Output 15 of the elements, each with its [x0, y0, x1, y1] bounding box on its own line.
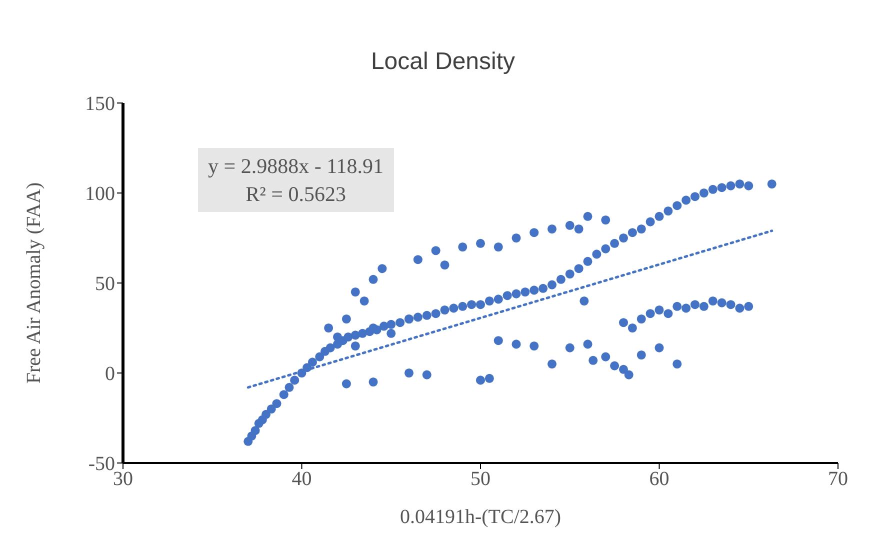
y-tick-label: 50 — [95, 273, 115, 296]
y-tick-label: -50 — [88, 453, 115, 476]
x-tick-label: 30 — [113, 468, 133, 490]
annotation: y = 2.9888x - 118.91 — [208, 153, 384, 180]
x-tick-label: 40 — [292, 468, 312, 490]
y-tick-label: 150 — [85, 93, 115, 116]
chart-title: Local Density — [370, 48, 516, 76]
y-tick-label: 0 — [105, 363, 115, 386]
x-tick-label: 70 — [828, 468, 848, 490]
y-tick-label: 100 — [85, 183, 115, 206]
annotation: R² = 0.5623 — [244, 181, 347, 208]
y-axis-title: Free Air Anomaly (FAA) — [23, 182, 46, 384]
x-axis-title: 0.04191h-(TC/2.67) — [400, 506, 562, 528]
x-tick-label: 60 — [649, 468, 670, 490]
x-tick-label: 50 — [470, 468, 490, 490]
